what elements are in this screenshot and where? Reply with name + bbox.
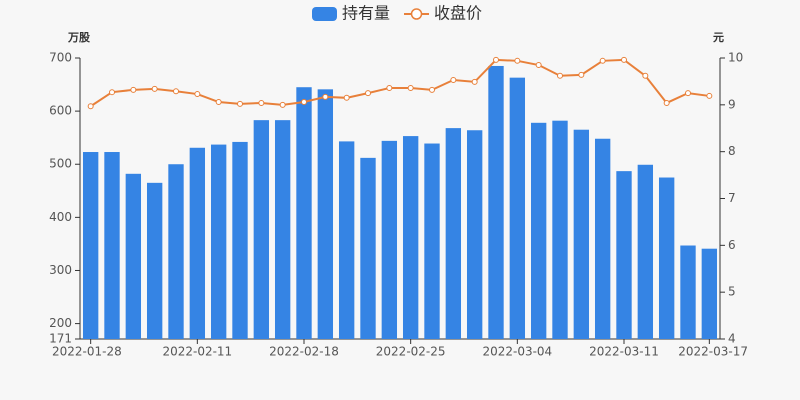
bar (104, 152, 120, 339)
bar (552, 120, 568, 339)
price-point (109, 89, 115, 96)
bar (189, 147, 206, 339)
x-tick-label: 2022-01-28 (52, 345, 122, 359)
y2-tick-label: 10 (728, 51, 743, 65)
y-tick-label: 600 (49, 104, 72, 118)
price-point (599, 57, 606, 64)
bar (573, 129, 590, 339)
x-tick-label: 2022-03-11 (589, 345, 659, 359)
y-tick-label: 171 (49, 332, 72, 346)
y2-axis-label: 元 (713, 31, 724, 44)
price-point (237, 100, 243, 107)
bar (296, 87, 312, 339)
price-point (130, 86, 137, 93)
price-point (706, 92, 713, 99)
price-point (386, 84, 393, 91)
price-point (663, 99, 670, 106)
y-tick-label: 200 (49, 316, 72, 330)
x-tick-label: 2022-02-18 (269, 345, 339, 359)
price-point (685, 90, 691, 97)
bar (253, 120, 270, 339)
y-tick-label: 700 (49, 51, 72, 65)
legend: 持有量 收盘价 (312, 4, 482, 23)
price-point (258, 99, 265, 106)
price-point (514, 57, 521, 64)
bar (360, 157, 376, 339)
bar (168, 164, 184, 339)
bar (616, 171, 632, 339)
price-point (279, 101, 286, 108)
legend-swatch (312, 7, 337, 21)
price-point (173, 88, 179, 95)
legend-marker (410, 8, 423, 20)
y2-tick-label: 9 (728, 97, 736, 111)
legend-label: 持有量 (342, 4, 390, 23)
price-point (151, 85, 158, 92)
price-line (90, 58, 710, 108)
bar (125, 173, 142, 339)
bar (658, 177, 675, 339)
price-point (301, 99, 307, 106)
bar (488, 65, 504, 339)
y2-tick-label: 4 (728, 332, 736, 346)
price-point (493, 56, 499, 63)
price-point (322, 93, 329, 100)
y2-tick-label: 7 (728, 191, 736, 205)
price-point (535, 62, 542, 69)
bar (509, 77, 526, 340)
bar (402, 136, 419, 339)
price-point (557, 72, 563, 79)
bar (381, 140, 398, 339)
bar (82, 152, 99, 339)
bar (146, 182, 163, 339)
price-point (343, 94, 350, 101)
y-tick-label: 500 (49, 157, 72, 171)
x-tick-label: 2022-02-25 (376, 345, 446, 359)
price-point (471, 78, 478, 85)
price-point (429, 86, 435, 93)
price-point (407, 84, 414, 91)
price-point (87, 103, 94, 110)
price-point (215, 99, 222, 106)
bar (637, 164, 654, 339)
price-point (642, 72, 649, 79)
y2-tick-label: 6 (728, 238, 736, 252)
bar (530, 122, 547, 339)
bar (338, 141, 355, 339)
y-axis-label: 万股 (67, 31, 91, 44)
y-tick-label: 400 (49, 210, 72, 224)
bar (701, 248, 718, 339)
price-point (578, 71, 585, 78)
price-point (450, 77, 457, 84)
bar (466, 130, 483, 339)
price-point (621, 56, 627, 63)
bar (274, 120, 291, 339)
y-tick-label: 300 (49, 263, 72, 277)
x-tick-label: 2022-03-17 (678, 345, 748, 359)
y2-tick-label: 8 (728, 144, 736, 158)
y2-tick-label: 5 (728, 285, 736, 299)
x-tick-label: 2022-02-11 (162, 345, 232, 359)
price-point (194, 91, 201, 98)
bar (445, 128, 462, 339)
bar (210, 144, 227, 339)
price-point (365, 90, 371, 97)
bar (317, 89, 334, 339)
bar (232, 141, 248, 339)
bar (424, 143, 440, 339)
x-tick-label: 2022-03-04 (482, 345, 552, 359)
legend-label: 收盘价 (434, 4, 482, 23)
bar (594, 138, 611, 339)
bar (680, 245, 696, 339)
